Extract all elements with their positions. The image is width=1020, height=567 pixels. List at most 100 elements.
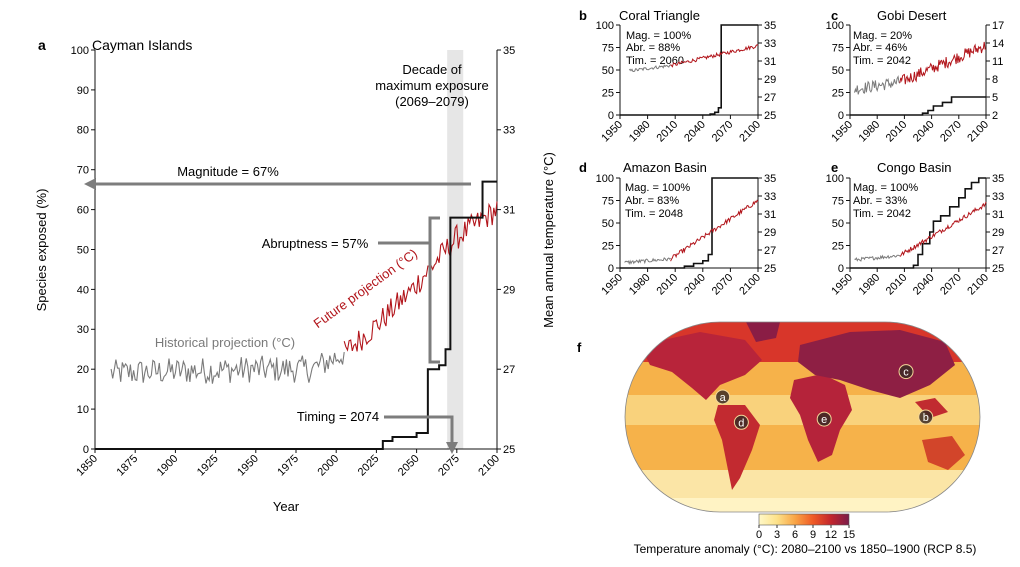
y2-tick-label: 27 [764, 92, 776, 104]
y2-tick-label: 33 [764, 38, 776, 50]
abruptness-label: Abruptness = 57% [262, 236, 369, 251]
y2-tick-label: 33 [764, 191, 776, 203]
region-marker-label-b: b [923, 412, 929, 424]
timing-arrowhead [446, 442, 458, 454]
colorbar-tick-label: 6 [792, 529, 798, 541]
y2-tick-label: 31 [992, 209, 1004, 221]
x-tick-label: 1980 [627, 119, 653, 145]
x-tick-label: 2100 [737, 272, 763, 298]
historical-projection-label: Historical projection (°C) [155, 335, 295, 350]
x-tick-label: 1850 [74, 453, 100, 479]
exposure-line [620, 24, 758, 116]
y-tick-label: 50 [602, 65, 614, 77]
north-america-land [640, 332, 762, 400]
future-projection-label: Future projection (°C) [311, 246, 420, 331]
colorbar-tick-label: 3 [774, 529, 780, 541]
panel-b-stat-timing: Tim. = 2060 [626, 55, 684, 67]
y2-tick-label: 35 [503, 45, 515, 57]
y2-tick-label: 14 [992, 38, 1004, 50]
magnitude-label: Magnitude = 67% [177, 164, 279, 179]
region-marker-label-d: d [738, 417, 744, 429]
y2-tick-label: 17 [992, 20, 1004, 32]
panel-d-label: d [579, 160, 587, 175]
x-tick-label: 2100 [476, 453, 502, 479]
x-tick-label: 1950 [829, 272, 855, 298]
y2-tick-label: 27 [992, 245, 1004, 257]
y-tick-label: 50 [602, 218, 614, 230]
y-tick-label: 10 [77, 404, 89, 416]
y2-tick-label: 11 [992, 56, 1003, 68]
map-outline [624, 321, 981, 513]
exposure-line [850, 177, 986, 269]
y2-tick-label: 29 [764, 74, 776, 86]
panel-f-temperature-anomaly-map: f a b c d e 0 3 6 9 12 15 Temperature anomaly (°C… [577, 321, 981, 556]
y-tick-label: 70 [77, 165, 89, 177]
historical-temperature-line [854, 254, 901, 262]
panel-e-stat-abruptness: Abr. = 33% [853, 195, 907, 207]
x-tick-label: 1975 [275, 453, 301, 479]
panel-e-title: Congo Basin [877, 160, 951, 175]
panel-d-stat-timing: Tim. = 2048 [625, 208, 683, 220]
y-tick-label: 60 [77, 204, 89, 216]
x-tick-label: 2100 [965, 272, 991, 298]
x-tick-label: 2040 [911, 119, 937, 145]
region-marker-d [733, 414, 749, 430]
south-america-land [714, 405, 760, 490]
panel-d-amazon-basin: d Amazon Basin Mag. = 100% Abr. = 83% Ti… [579, 160, 776, 297]
historical-temperature-line [628, 64, 671, 73]
region-marker-c [898, 364, 914, 380]
y-tick-label: 100 [596, 20, 614, 32]
magnitude-arrowhead [84, 178, 96, 190]
colorbar [758, 513, 850, 526]
greenland-land [746, 322, 780, 342]
y2-tick-label: 35 [764, 20, 776, 32]
future-temperature-line [899, 201, 987, 257]
exposure-line [850, 96, 986, 116]
y-tick-label: 100 [596, 173, 614, 185]
y-tick-label: 25 [602, 240, 614, 252]
x-tick-label: 1900 [155, 453, 181, 479]
y2-tick-label: 25 [764, 110, 776, 122]
exposure-line [620, 177, 758, 269]
y2-tick-label: 5 [992, 92, 998, 104]
region-marker-a [715, 389, 731, 405]
panel-b-label: b [579, 8, 587, 23]
eurasia-land [798, 330, 955, 398]
panel-e-stat-magnitude: Mag. = 100% [853, 182, 918, 194]
x-tick-label: 1950 [235, 453, 261, 479]
y-tick-label: 75 [832, 195, 844, 207]
x-tick-label: 1980 [627, 272, 653, 298]
region-marker-label-e: e [821, 414, 827, 426]
x-tick-label: 2010 [884, 272, 910, 298]
timing-label: Timing = 2074 [297, 409, 379, 424]
x-tick-label: 2010 [655, 272, 681, 298]
future-temperature-line [343, 201, 498, 352]
x-tick-label: 2070 [710, 119, 736, 145]
panel-b-title: Coral Triangle [619, 8, 700, 23]
timing-arrow [384, 415, 454, 444]
exposure-line [95, 180, 497, 450]
x-tick-label: 1950 [599, 272, 625, 298]
x-tick-label: 2000 [316, 453, 342, 479]
y2-tick-label: 35 [764, 173, 776, 185]
panel-c-stat-timing: Tim. = 2042 [853, 55, 911, 67]
colorbar-tick-label: 12 [825, 529, 837, 541]
australia-land [922, 436, 965, 470]
panel-a-xlabel: Year [273, 499, 300, 514]
y-tick-label: 100 [71, 45, 89, 57]
panel-a-ylabel: Species exposed (%) [34, 189, 49, 312]
x-tick-label: 2040 [911, 272, 937, 298]
y-tick-label: 80 [77, 125, 89, 137]
decade-label-line-1: Decade of [402, 62, 462, 77]
y2-tick-label: 29 [764, 227, 776, 239]
y-tick-label: 0 [608, 110, 614, 122]
x-tick-label: 1875 [115, 453, 141, 479]
y-tick-label: 50 [77, 244, 89, 256]
y-tick-label: 0 [838, 263, 844, 275]
colorbar-tick-label: 9 [810, 529, 816, 541]
future-temperature-line [899, 41, 987, 85]
x-tick-label: 1980 [857, 272, 883, 298]
y-tick-label: 100 [826, 173, 844, 185]
y-tick-label: 90 [77, 85, 89, 97]
